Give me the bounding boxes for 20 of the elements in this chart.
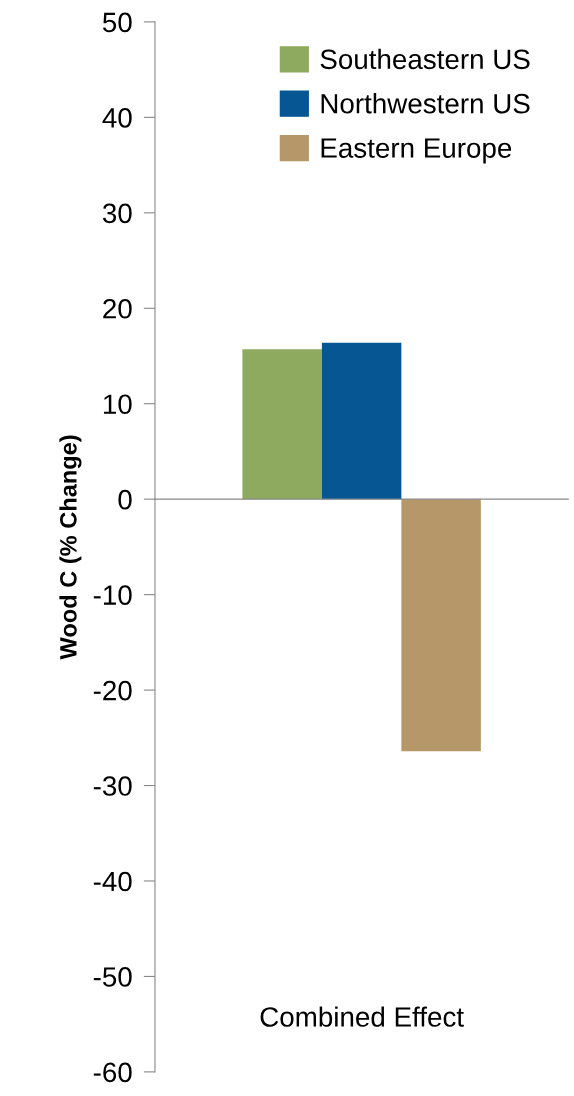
y-tick-label: 30 bbox=[102, 203, 132, 224]
y-tick-label: 40 bbox=[102, 108, 132, 128]
bar bbox=[321, 342, 402, 500]
y-tick-label: 20 bbox=[103, 298, 132, 319]
bar bbox=[401, 499, 481, 752]
y-axis-title: Wood C (% Change) bbox=[59, 435, 82, 660]
y-tick-label: 50 bbox=[102, 12, 132, 33]
x-tick-label: Combined Effect bbox=[260, 1006, 464, 1027]
y-tick-label: -50 bbox=[93, 967, 132, 987]
legend-label: Northwestern US bbox=[321, 93, 530, 114]
bar bbox=[242, 349, 322, 500]
y-tick-label: 0 bbox=[118, 489, 132, 510]
y-tick-label: -20 bbox=[93, 680, 132, 701]
legend-label: Eastern Europe bbox=[321, 138, 512, 164]
y-tick-label: 10 bbox=[103, 394, 132, 415]
y-tick-label: -40 bbox=[93, 871, 132, 892]
legend-label: Southeastern US bbox=[320, 48, 530, 70]
y-tick-label: -30 bbox=[93, 776, 132, 796]
y-tick-label: -60 bbox=[93, 1062, 132, 1083]
y-tick-label: -10 bbox=[93, 585, 132, 605]
